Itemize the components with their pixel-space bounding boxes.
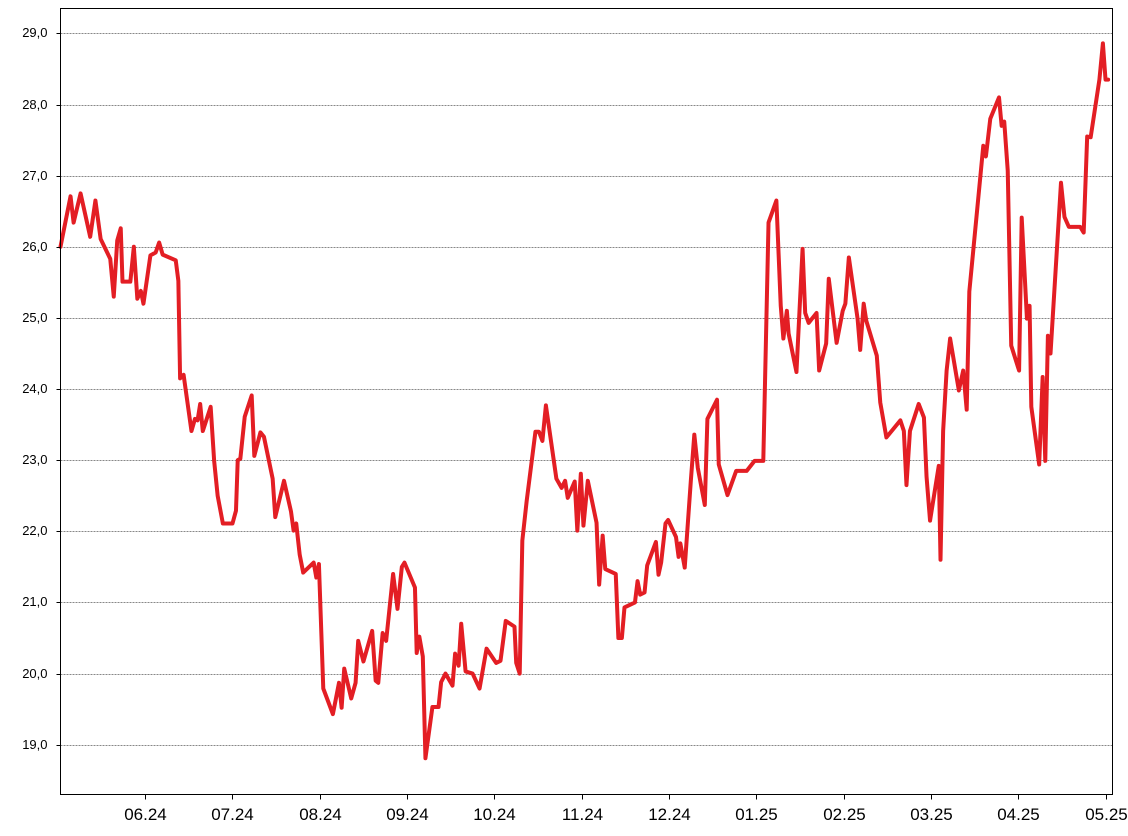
y-tick-label: 19,0	[22, 737, 47, 752]
x-tick-label: 12.24	[648, 805, 691, 824]
data-line	[58, 41, 1111, 761]
plot-frame	[60, 8, 1113, 795]
x-tick-label: 08.24	[299, 805, 342, 824]
y-tick-label: 28,0	[22, 97, 47, 112]
y-tick-label: 24,0	[22, 381, 47, 396]
y-tick-label: 25,0	[22, 310, 47, 325]
y-tick-label: 21,0	[22, 594, 47, 609]
x-tick-label: 04.25	[997, 805, 1040, 824]
x-tick-label: 01.25	[735, 805, 778, 824]
y-tick-label: 27,0	[22, 168, 47, 183]
x-tick-label: 05.25	[1085, 805, 1128, 824]
x-tick-label: 02.25	[823, 805, 866, 824]
x-tick-label: 11.24	[562, 805, 603, 824]
y-tick-label: 23,0	[22, 452, 47, 467]
y-tick-label: 22,0	[22, 523, 47, 538]
x-tick-label: 07.24	[211, 805, 254, 824]
y-tick-label: 29,0	[22, 25, 47, 40]
y-tick-label: 20,0	[22, 666, 47, 681]
x-tick-label: 09.24	[386, 805, 429, 824]
x-tick-label: 03.25	[910, 805, 953, 824]
y-tick-label: 26,0	[22, 239, 47, 254]
x-tick-label: 06.24	[124, 805, 167, 824]
plot-area	[60, 8, 1113, 795]
x-tick-label: 10.24	[473, 805, 516, 824]
